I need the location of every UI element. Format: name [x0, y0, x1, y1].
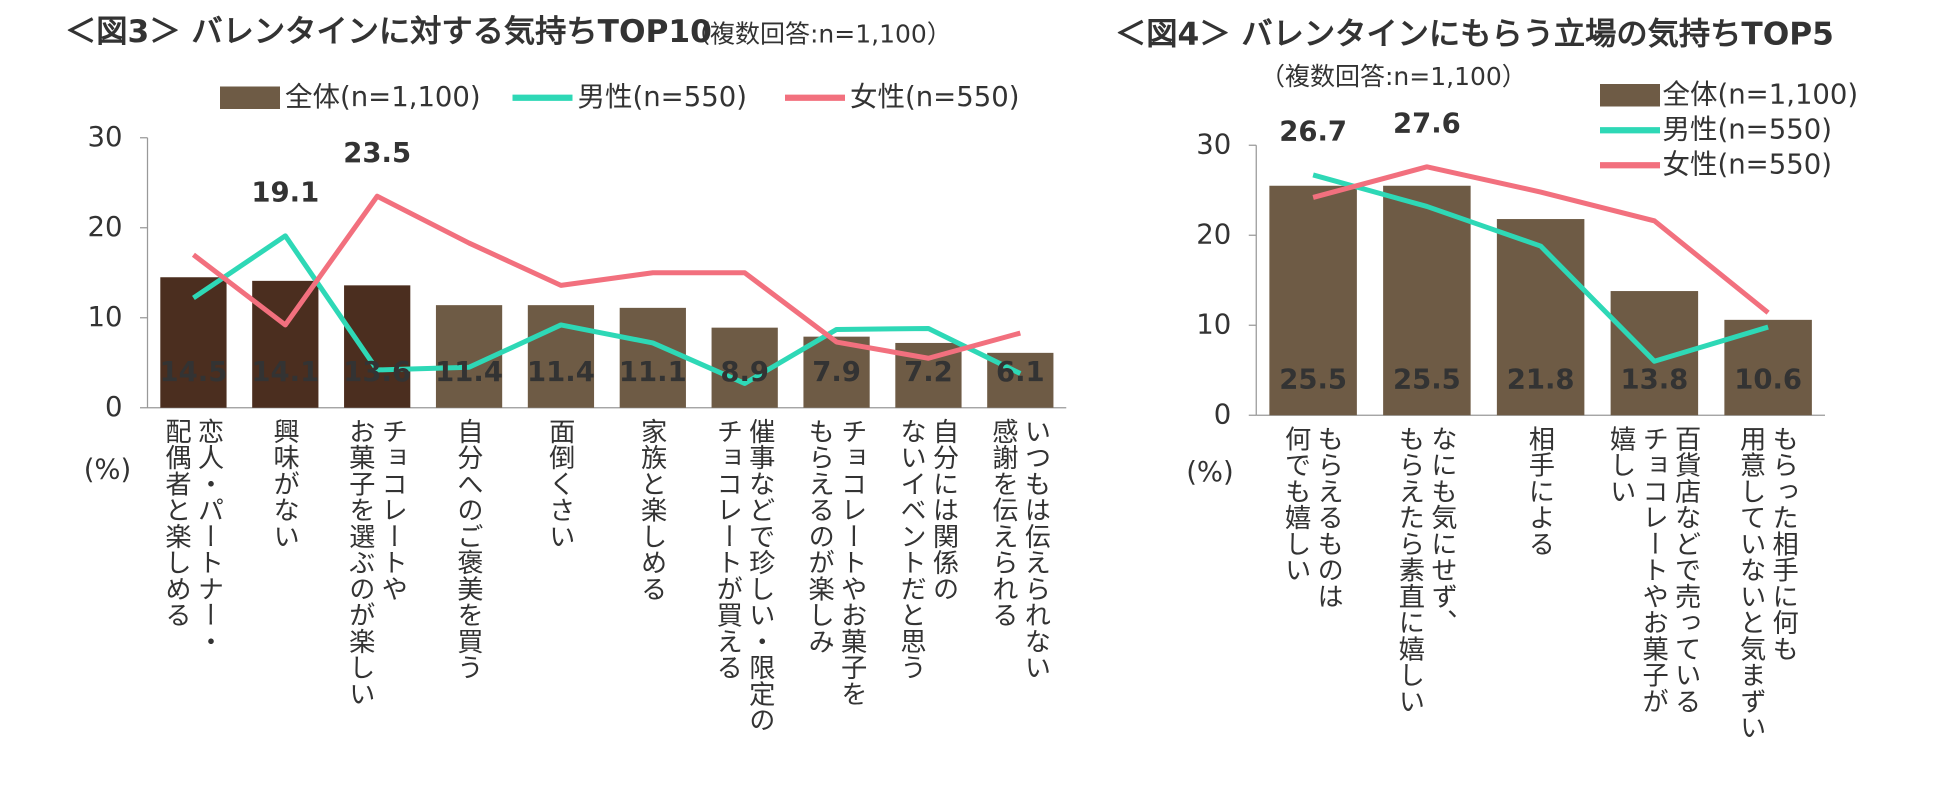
- y-tick-label: 10: [1196, 308, 1231, 340]
- legend-label: 女性(n=550): [850, 81, 1019, 113]
- x-tick-label: 百貨店などで売っている チョコレートやお菓子が 嬉しい: [1606, 425, 1702, 714]
- bar-value-label: 13.6: [343, 356, 411, 388]
- bar-value-label: 7.9: [812, 356, 861, 388]
- x-tick-label: 自分には関係の ないイベントだと思う: [897, 417, 960, 681]
- line-series: [192, 233, 1022, 386]
- x-tick-label: 相手による: [1525, 425, 1556, 557]
- bar: [160, 277, 227, 408]
- category-label-box: 催事などで珍しい・限定の チョコレートが買える: [713, 417, 776, 733]
- chart-title: ＜図3＞ バレンタインに対する気持ちTOP10: [65, 14, 712, 50]
- y-tick-label: 10: [88, 301, 123, 333]
- y-tick-label: 20: [88, 211, 123, 243]
- line-value-label: 27.6: [1393, 107, 1461, 139]
- bar: [1496, 219, 1585, 416]
- legend-label: 男性(n=550): [1663, 113, 1832, 145]
- category-label-box: 家族と楽しめる: [637, 417, 668, 602]
- bar: [527, 305, 595, 408]
- bar-value-label: 21.8: [1507, 363, 1575, 395]
- category-label-box: 百貨店などで売っている チョコレートやお菓子が 嬉しい: [1606, 425, 1702, 714]
- category-label-box: チョコレートや お菓子を選ぶのが楽しい: [345, 417, 409, 707]
- x-tick-label: 興味がない: [270, 417, 301, 549]
- line-series: [191, 193, 1021, 361]
- category-label-box: 興味がない: [270, 417, 301, 549]
- x-tick-label: もらった相手に何も 用意していないと気まずい: [1736, 425, 1800, 741]
- category-label-box: チョコレートやお菓子を もらえるのが楽しみ: [805, 417, 868, 707]
- y-tick-label: 30: [88, 121, 123, 153]
- x-tick-label: チョコレートや お菓子を選ぶのが楽しい: [345, 417, 409, 707]
- x-tick-label: もらえるものは 何でも嬉しい: [1281, 425, 1345, 609]
- category-label-box: 自分には関係の ないイベントだと思う: [897, 417, 960, 681]
- legend-label: 女性(n=550): [1663, 148, 1832, 180]
- bar-value-label: 25.5: [1393, 363, 1461, 395]
- line-series: [1312, 164, 1770, 315]
- line-value-label: 26.7: [1279, 115, 1347, 147]
- legend-label: 男性(n=550): [578, 81, 747, 113]
- x-tick-label: 面倒くさい: [545, 417, 576, 549]
- y-axis-label: (%): [1186, 456, 1234, 488]
- category-label-box: いつもは伝えられない 感謝を伝えられる: [989, 417, 1052, 681]
- x-tick-label: チョコレートやお菓子を もらえるのが楽しみ: [805, 417, 868, 707]
- x-tick-label: 自分へのご褒美を買う: [454, 417, 485, 681]
- y-tick-label: 20: [1196, 218, 1231, 250]
- bar-value-label: 11.4: [527, 356, 595, 388]
- y-tick-label: 0: [1214, 398, 1232, 430]
- chart-title: ＜図4＞ バレンタインにもらう立場の気持ちTOP5: [1115, 15, 1834, 52]
- x-tick-label: いつもは伝えられない 感謝を伝えられる: [989, 417, 1052, 681]
- line-value-label: 23.5: [343, 137, 411, 169]
- bar-value-label: 11.1: [619, 356, 687, 388]
- y-tick-label: 30: [1196, 128, 1231, 160]
- bar: [1383, 185, 1471, 416]
- bar-value-label: 11.4: [435, 356, 503, 388]
- category-label-box: もらえるものは 何でも嬉しい: [1281, 425, 1345, 609]
- bar-value-label: 14.1: [251, 356, 319, 388]
- x-tick-label: 催事などで珍しい・限定の チョコレートが買える: [713, 417, 776, 733]
- legend-label: 全体(n=1,100): [1663, 78, 1859, 110]
- x-tick-label: なにも気にせず、 もらえたら素直に嬉しい: [1395, 425, 1459, 714]
- bar-value-label: 14.5: [160, 356, 228, 388]
- category-label-box: なにも気にせず、 もらえたら素直に嬉しい: [1395, 425, 1459, 714]
- bar: [252, 280, 319, 408]
- bar-value-label: 8.9: [720, 356, 769, 388]
- bar-value-label: 13.8: [1620, 363, 1688, 395]
- category-label-box: 恋人・パートナー・ 配偶者と楽しめる: [162, 417, 225, 654]
- bar: [344, 285, 411, 408]
- legend-swatch: [220, 86, 280, 109]
- line-series: [1312, 172, 1769, 364]
- x-tick-label: 恋人・パートナー・ 配偶者と楽しめる: [162, 417, 225, 654]
- bar-value-label: 6.1: [996, 356, 1045, 388]
- bar-value-label: 10.6: [1734, 363, 1802, 395]
- bar-value-label: 25.5: [1279, 363, 1347, 395]
- category-label-box: 面倒くさい: [545, 417, 576, 549]
- bar-value-label: 7.2: [904, 356, 953, 388]
- bar: [1269, 185, 1357, 416]
- line-value-label: 19.1: [251, 176, 319, 208]
- legend-label: 全体(n=1,100): [285, 81, 481, 113]
- bar: [619, 307, 686, 408]
- y-tick-label: 0: [105, 391, 123, 423]
- chart-subtitle: （複数回答:n=1,100）: [1260, 62, 1527, 91]
- category-label-box: 自分へのご褒美を買う: [454, 417, 485, 681]
- legend-swatch: [1600, 84, 1660, 107]
- category-label-box: 相手による: [1525, 425, 1556, 557]
- bar: [803, 336, 870, 408]
- category-label-box: もらった相手に何も 用意していないと気まずい: [1736, 425, 1800, 741]
- x-tick-label: 家族と楽しめる: [637, 417, 668, 602]
- y-axis-label: (%): [84, 453, 132, 485]
- chart-subtitle: （複数回答:n=1,100）: [685, 19, 952, 48]
